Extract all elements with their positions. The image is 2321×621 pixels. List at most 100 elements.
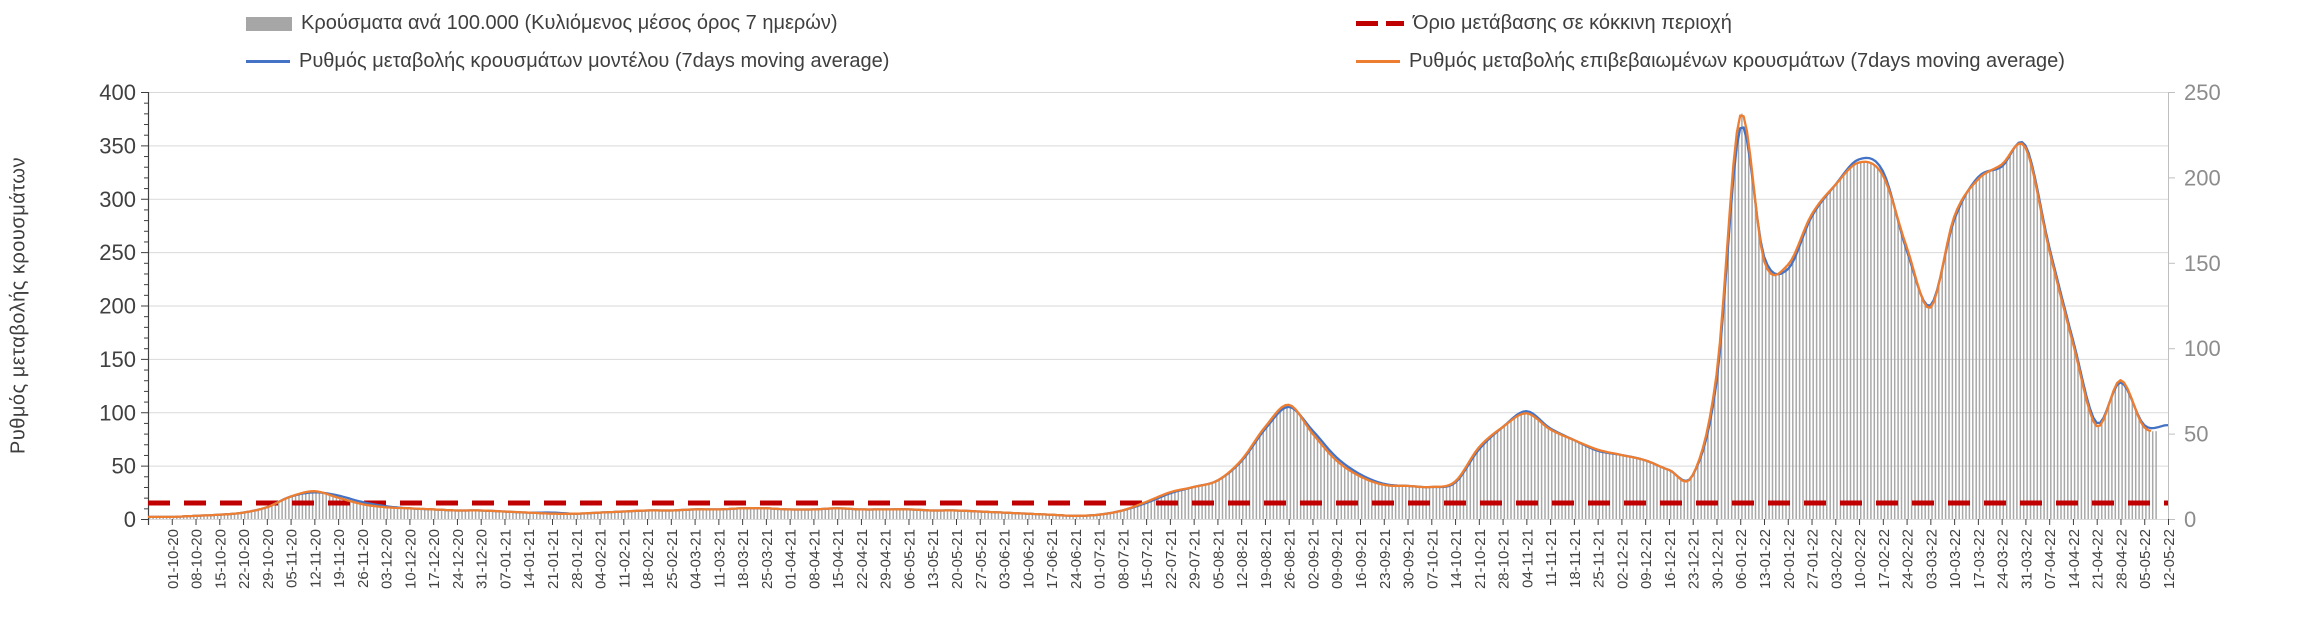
x-axis-tick-label: 26-11-20 bbox=[355, 529, 372, 588]
legend-label: Ρυθμός μεταβολής επιβεβαιωμένων κρουσμάτ… bbox=[1409, 50, 2065, 72]
x-axis-tick-label: 04-11-21 bbox=[1519, 529, 1536, 588]
x-axis-tick-label: 08-10-20 bbox=[189, 529, 206, 589]
x-axis-tick-label: 12-11-20 bbox=[307, 529, 324, 588]
y-axis-right-tick-label: 250 bbox=[2184, 80, 2221, 105]
x-axis-tick-label: 11-11-21 bbox=[1543, 529, 1560, 587]
x-axis-tick-label: 24-03-22 bbox=[1995, 529, 2012, 589]
x-axis-tick-label: 18-02-21 bbox=[640, 529, 657, 589]
legend-label: Όριο μετάβασης σε κόκκινη περιοχή bbox=[1413, 12, 1732, 34]
legend-item-model-rate: Ρυθμός μεταβολής κρουσμάτων μοντέλου (7d… bbox=[246, 50, 889, 73]
confirmed-line-series bbox=[148, 114, 2152, 519]
x-axis-tick-label: 28-04-22 bbox=[2114, 529, 2131, 589]
x-axis-tick-label: 24-12-20 bbox=[450, 529, 467, 589]
gray-bar-swatch-icon bbox=[246, 16, 292, 31]
y-axis-left-tick-label: 50 bbox=[112, 454, 136, 479]
x-axis-tick-label: 28-01-21 bbox=[569, 529, 586, 589]
x-axis-tick-label: 18-11-21 bbox=[1567, 529, 1584, 588]
x-axis-tick-label: 05-11-20 bbox=[284, 529, 301, 588]
y-axis-left-tick-label: 200 bbox=[99, 294, 136, 319]
y-axis-right-tick-label: 150 bbox=[2184, 251, 2221, 276]
x-axis-tick-label: 17-02-22 bbox=[1876, 529, 1893, 589]
x-axis-tick-label: 22-04-21 bbox=[854, 529, 871, 589]
x-axis-tick-label: 12-08-21 bbox=[1234, 529, 1251, 589]
x-axis-tick-label: 08-07-21 bbox=[1115, 529, 1132, 589]
legend-item-cases-per-100k: Κρούσματα ανά 100.000 (Κυλιόμενος μέσος … bbox=[246, 12, 838, 35]
x-axis-tick-label: 01-04-21 bbox=[783, 529, 800, 589]
x-axis-tick-label: 02-12-21 bbox=[1614, 529, 1631, 589]
x-axis-tick-label: 17-06-21 bbox=[1044, 529, 1061, 589]
y-axis-right-tick-label: 200 bbox=[2184, 165, 2221, 190]
x-axis-tick-label: 21-10-21 bbox=[1472, 529, 1489, 589]
x-axis-tick-label: 10-06-21 bbox=[1020, 529, 1037, 589]
x-axis-tick-label: 29-10-20 bbox=[260, 529, 277, 589]
x-axis-tick-label: 30-09-21 bbox=[1401, 529, 1418, 589]
x-axis-tick-label: 04-03-21 bbox=[688, 529, 705, 589]
x-axis-tick-label: 03-03-22 bbox=[1923, 529, 1940, 589]
x-axis-tick-label: 31-12-20 bbox=[474, 529, 491, 589]
orange-line-swatch-icon bbox=[1356, 60, 1400, 63]
x-axis-tick-label: 13-01-22 bbox=[1757, 529, 1774, 589]
x-axis-tick-label: 21-04-22 bbox=[2090, 529, 2107, 589]
y-axis-left: 0 50 100 150 200 250 300 350 400 bbox=[99, 80, 150, 532]
y-axis-right-tick-label: 0 bbox=[2184, 507, 2196, 532]
x-axis-tick-label: 03-12-20 bbox=[379, 529, 396, 589]
y-axis-left-tick-label: 0 bbox=[124, 507, 136, 532]
x-axis-tick-label: 07-01-21 bbox=[498, 529, 515, 589]
x-axis-tick-label: 19-11-20 bbox=[331, 529, 348, 588]
legend-label: Ρυθμός μεταβολής κρουσμάτων μοντέλου (7d… bbox=[299, 50, 890, 72]
x-axis-tick-label: 20-01-22 bbox=[1781, 529, 1798, 589]
x-axis-tick-label: 15-04-21 bbox=[830, 529, 847, 589]
x-axis-tick-label: 03-02-22 bbox=[1828, 529, 1845, 589]
x-axis-tick-label: 14-01-21 bbox=[521, 529, 538, 589]
x-axis-tick-label: 17-03-22 bbox=[1971, 529, 1988, 589]
x-axis-tick-label: 02-09-21 bbox=[1306, 529, 1323, 589]
x-axis-tick-label: 25-02-21 bbox=[664, 529, 681, 589]
y-axis-left-tick-label: 150 bbox=[99, 347, 136, 372]
y-axis-right-tick-label: 100 bbox=[2184, 336, 2221, 361]
x-axis-tick-label: 10-03-22 bbox=[1947, 529, 1964, 589]
x-axis-tick-label: 10-02-22 bbox=[1852, 529, 1869, 589]
x-axis-tick-label: 06-05-21 bbox=[902, 529, 919, 589]
x-axis-tick-label: 21-01-21 bbox=[545, 529, 562, 589]
x-axis-tick-label: 11-02-21 bbox=[616, 529, 633, 588]
x-axis-tick-label: 15-10-20 bbox=[212, 529, 229, 589]
x-axis-tick-label: 15-07-21 bbox=[1139, 529, 1156, 589]
x-axis-tick-label: 24-06-21 bbox=[1068, 529, 1085, 589]
x-axis-tick-label: 25-03-21 bbox=[759, 529, 776, 589]
x-axis-tick-label: 13-05-21 bbox=[925, 529, 942, 589]
x-axis-tick-label: 03-06-21 bbox=[997, 529, 1014, 589]
x-axis-tick-label: 25-11-21 bbox=[1591, 529, 1608, 588]
y-axis-left-tick-label: 350 bbox=[99, 133, 136, 158]
x-axis: 01-10-20 08-10-20 15-10-20 22-10-20 29-10-20… bbox=[148, 519, 2178, 589]
x-axis-tick-label: 23-09-21 bbox=[1377, 529, 1394, 589]
x-axis-tick-label: 27-05-21 bbox=[973, 529, 990, 589]
x-axis-tick-label: 26-08-21 bbox=[1282, 529, 1299, 589]
x-axis-tick-label: 22-10-20 bbox=[236, 529, 253, 589]
gridlines bbox=[148, 92, 2168, 520]
y-axis-left-tick-label: 100 bbox=[99, 400, 136, 425]
cases-bars-series bbox=[148, 113, 2157, 519]
x-axis-tick-label: 04-02-21 bbox=[593, 529, 610, 589]
x-axis-tick-label: 29-07-21 bbox=[1187, 529, 1204, 589]
x-axis-tick-label: 17-12-20 bbox=[426, 529, 443, 589]
x-axis-tick-label: 09-12-21 bbox=[1638, 529, 1655, 589]
x-axis-tick-label: 19-08-21 bbox=[1258, 529, 1275, 589]
x-axis-tick-label: 14-10-21 bbox=[1448, 529, 1465, 589]
x-axis-tick-label: 01-07-21 bbox=[1092, 529, 1109, 589]
x-axis-tick-label: 01-10-20 bbox=[165, 529, 182, 589]
x-axis-tick-label: 16-09-21 bbox=[1353, 529, 1370, 589]
legend-item-red-zone-threshold: Όριο μετάβασης σε κόκκινη περιοχή bbox=[1356, 12, 1732, 35]
x-axis-tick-label: 07-04-22 bbox=[2042, 529, 2059, 589]
x-axis-tick-label: 08-04-21 bbox=[806, 529, 823, 589]
x-axis-tick-label: 05-08-21 bbox=[1210, 529, 1227, 589]
x-axis-tick-label: 10-12-20 bbox=[402, 529, 419, 589]
x-axis-tick-label: 12-05-22 bbox=[2161, 529, 2178, 589]
x-axis-tick-label: 30-12-21 bbox=[1710, 529, 1727, 589]
y-axis-right: 0 50 100 150 200 250 bbox=[2168, 80, 2221, 532]
x-axis-tick-label: 07-10-21 bbox=[1424, 529, 1441, 589]
red-dash-swatch-icon bbox=[1356, 21, 1404, 26]
model-line-series bbox=[148, 126, 2169, 519]
blue-line-swatch-icon bbox=[246, 60, 290, 63]
